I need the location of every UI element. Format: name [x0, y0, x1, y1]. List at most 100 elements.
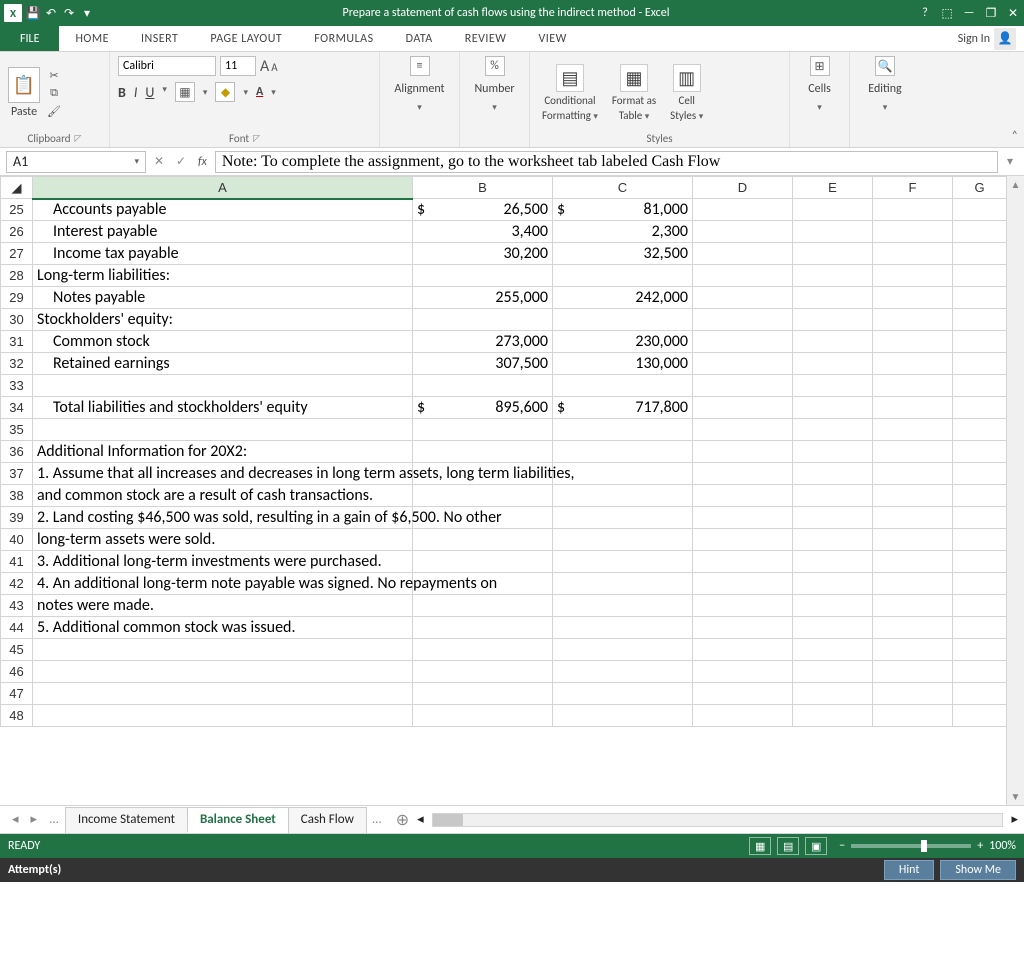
cell[interactable] — [793, 661, 873, 683]
row-header[interactable]: 46 — [1, 661, 33, 683]
cell[interactable] — [873, 705, 953, 727]
cell[interactable] — [873, 375, 953, 397]
cell[interactable] — [873, 287, 953, 309]
cell[interactable] — [693, 353, 793, 375]
cell[interactable] — [793, 243, 873, 265]
cell[interactable] — [693, 375, 793, 397]
number-format-icon[interactable]: % — [485, 56, 505, 76]
cell[interactable] — [553, 441, 693, 463]
cell[interactable] — [33, 661, 413, 683]
cell[interactable]: notes were made. — [33, 595, 413, 617]
cell[interactable] — [953, 705, 1007, 727]
cell[interactable] — [553, 639, 693, 661]
cell[interactable] — [793, 353, 873, 375]
vertical-scrollbar[interactable]: ▲▼ — [1006, 176, 1024, 805]
row-header[interactable]: 38 — [1, 485, 33, 507]
row-header[interactable]: 39 — [1, 507, 33, 529]
cell[interactable]: $26,500 — [413, 199, 553, 221]
view-normal-icon[interactable]: ▦ — [749, 837, 771, 855]
tab-nav-next[interactable]: ▸ — [25, 812, 44, 827]
cell[interactable] — [693, 639, 793, 661]
row-header[interactable]: 40 — [1, 529, 33, 551]
row-header[interactable]: 44 — [1, 617, 33, 639]
row-header[interactable]: 36 — [1, 441, 33, 463]
cell[interactable] — [693, 595, 793, 617]
cell[interactable] — [693, 551, 793, 573]
row-header[interactable]: 48 — [1, 705, 33, 727]
cell[interactable]: Stockholders' equity: — [33, 309, 413, 331]
cell[interactable] — [693, 221, 793, 243]
cell[interactable] — [873, 353, 953, 375]
cell[interactable] — [413, 683, 553, 705]
cell[interactable] — [873, 265, 953, 287]
cell[interactable] — [413, 639, 553, 661]
sheet-tab-balance-sheet[interactable]: Balance Sheet — [187, 807, 289, 833]
row-header[interactable]: 26 — [1, 221, 33, 243]
cell[interactable] — [953, 595, 1007, 617]
name-box[interactable]: A1▾ — [6, 151, 146, 173]
cell[interactable] — [953, 617, 1007, 639]
ribbon-tab-review[interactable]: REVIEW — [449, 26, 523, 51]
cell[interactable] — [693, 463, 793, 485]
cell[interactable] — [33, 375, 413, 397]
ribbon-options-icon[interactable]: ⬚ — [940, 6, 954, 20]
cell[interactable] — [553, 661, 693, 683]
format-as-table-button[interactable]: ▦ Format as Table ▾ — [608, 64, 660, 122]
minimize-icon[interactable]: — — [962, 6, 976, 20]
qat-undo-icon[interactable]: ↶ — [44, 6, 58, 20]
font-color-button[interactable]: A — [256, 85, 263, 99]
cell[interactable] — [953, 551, 1007, 573]
fill-color-button[interactable]: ◆ — [215, 82, 235, 102]
cell[interactable] — [693, 485, 793, 507]
dialog-launcher-icon[interactable]: ◸ — [75, 133, 82, 144]
cell[interactable] — [693, 309, 793, 331]
cell[interactable] — [793, 683, 873, 705]
font-name-input[interactable] — [118, 56, 216, 76]
cell[interactable] — [953, 507, 1007, 529]
row-header[interactable]: 34 — [1, 397, 33, 419]
cell[interactable]: 5. Additional common stock was issued. — [33, 617, 413, 639]
cell[interactable] — [793, 463, 873, 485]
cell[interactable] — [413, 595, 553, 617]
cell[interactable] — [953, 683, 1007, 705]
cell[interactable] — [873, 331, 953, 353]
cell[interactable] — [953, 375, 1007, 397]
cell[interactable] — [873, 441, 953, 463]
row-header[interactable]: 25 — [1, 199, 33, 221]
cell[interactable] — [793, 617, 873, 639]
cell[interactable] — [873, 419, 953, 441]
cell[interactable] — [953, 243, 1007, 265]
cell[interactable]: 2,300 — [553, 221, 693, 243]
file-tab[interactable]: FILE — [0, 26, 59, 51]
cell[interactable] — [693, 573, 793, 595]
tabs-overflow[interactable]: ... — [366, 812, 388, 827]
cell[interactable]: 242,000 — [553, 287, 693, 309]
cell[interactable] — [693, 331, 793, 353]
sign-in[interactable]: Sign In 👤 — [950, 26, 1024, 51]
row-header[interactable]: 29 — [1, 287, 33, 309]
dialog-launcher-icon[interactable]: ◸ — [253, 133, 260, 144]
cell[interactable] — [413, 265, 553, 287]
conditional-formatting-button[interactable]: ▤ Conditional Formatting ▾ — [538, 64, 602, 122]
cell[interactable]: and common stock are a result of cash tr… — [33, 485, 413, 507]
cell[interactable] — [693, 265, 793, 287]
cell[interactable] — [413, 617, 553, 639]
cell[interactable] — [953, 353, 1007, 375]
ribbon-tab-home[interactable]: HOME — [59, 26, 125, 51]
sheet-tab-income-statement[interactable]: Income Statement — [65, 807, 188, 833]
cell[interactable] — [953, 287, 1007, 309]
underline-button[interactable]: U — [145, 84, 154, 101]
cell-styles-button[interactable]: ▥ Cell Styles ▾ — [666, 64, 707, 122]
cell[interactable] — [953, 661, 1007, 683]
cell[interactable]: 3,400 — [413, 221, 553, 243]
cell[interactable]: long-term assets were sold. — [33, 529, 413, 551]
alignment-icon[interactable]: ≡ — [410, 56, 430, 76]
cell[interactable] — [553, 507, 693, 529]
new-sheet-button[interactable]: ⊕ — [388, 810, 417, 830]
row-header[interactable]: 37 — [1, 463, 33, 485]
cell[interactable]: 2. Land costing $46,500 was sold, result… — [33, 507, 413, 529]
ribbon-tab-formulas[interactable]: FORMULAS — [298, 26, 389, 51]
cell[interactable]: 307,500 — [413, 353, 553, 375]
sheet-tab-cash-flow[interactable]: Cash Flow — [288, 807, 367, 833]
column-header-G[interactable]: G — [953, 177, 1007, 199]
